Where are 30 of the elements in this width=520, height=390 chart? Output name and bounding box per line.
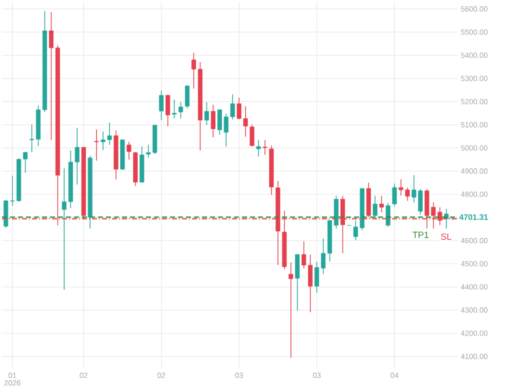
candlestick <box>320 238 326 275</box>
candlestick <box>48 12 54 140</box>
ref-line-label: 4701.31 <box>459 214 488 220</box>
candlestick <box>210 104 216 138</box>
candlestick <box>288 262 294 358</box>
candlestick <box>62 168 66 290</box>
candlestick <box>126 141 132 160</box>
candlestick <box>308 254 313 313</box>
candlestick <box>94 128 99 162</box>
ref-line-label: SL <box>441 233 452 240</box>
candlestick <box>204 102 209 126</box>
annotation: TP1 <box>412 232 428 238</box>
candlestick <box>379 195 384 213</box>
candlestick <box>184 85 190 109</box>
candlestick <box>23 151 28 174</box>
candlestick <box>295 254 300 311</box>
candlestick <box>302 240 306 269</box>
candlestick <box>159 90 164 121</box>
candlestick <box>250 124 254 147</box>
candlestick <box>178 102 184 119</box>
candlestick <box>30 124 34 153</box>
candlestick <box>262 140 268 156</box>
candlestick <box>392 183 397 207</box>
candlestick <box>386 202 390 228</box>
candlestick <box>166 94 170 127</box>
candlestick <box>314 261 320 294</box>
candlestick <box>191 52 196 90</box>
candlestick <box>256 140 261 157</box>
candlestick <box>172 99 177 119</box>
candlestick <box>372 195 378 220</box>
